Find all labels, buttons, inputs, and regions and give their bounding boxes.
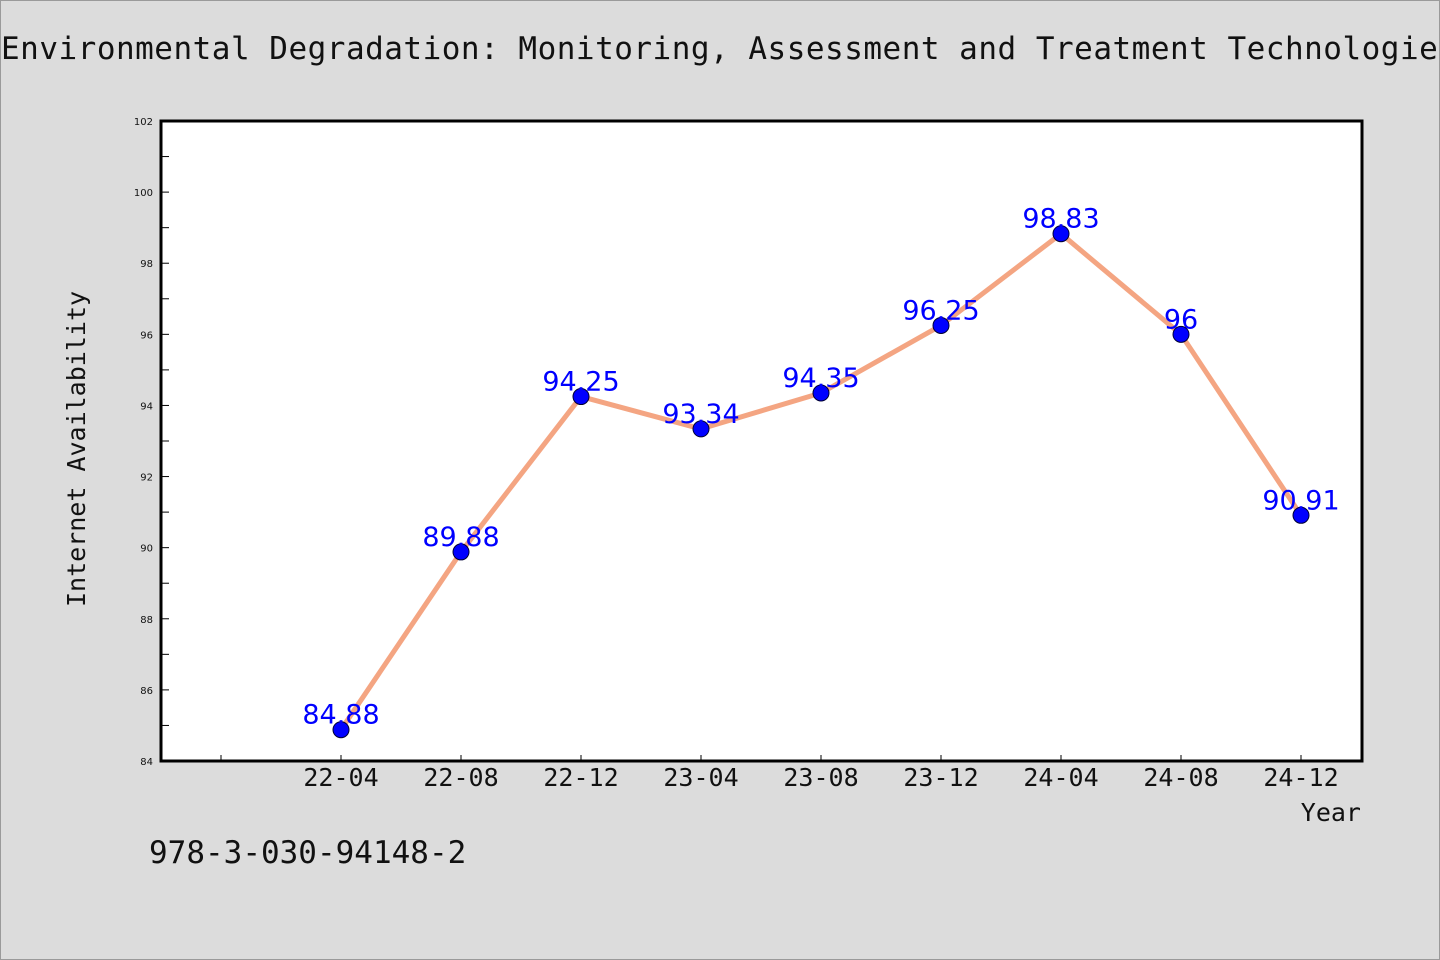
data-label: 94.35 — [782, 363, 859, 394]
data-label: 98.83 — [1022, 204, 1099, 235]
data-point — [572, 388, 590, 406]
y-tick-label: 100 — [134, 188, 153, 199]
data-point — [692, 420, 710, 438]
chart-title: Environmental Degradation: Monitoring, A… — [1, 31, 1440, 67]
y-tick-label: 92 — [140, 473, 153, 484]
data-label: 89.88 — [422, 522, 499, 553]
data-point — [932, 316, 950, 334]
x-tick-label: 22-12 — [543, 763, 618, 792]
y-tick-label: 96 — [140, 330, 153, 341]
data-labels-layer: 84.88 89.88 94.25 93.34 94.35 96.25 98.83 96 90.… — [302, 204, 1339, 731]
x-tick-label: 23-12 — [903, 763, 978, 792]
x-tick-label: 22-04 — [303, 763, 378, 792]
data-label: 96 — [1164, 304, 1198, 335]
data-point — [452, 543, 470, 561]
data-label: 84.88 — [302, 700, 379, 731]
x-tick-label: 24-08 — [1143, 763, 1218, 792]
x-tick-label: 22-08 — [423, 763, 498, 792]
x-tick-label: 24-12 — [1263, 763, 1338, 792]
data-label: 93.34 — [662, 399, 739, 430]
data-label: 94.25 — [542, 367, 619, 398]
data-point — [1292, 506, 1310, 524]
isbn-text: 978-3-030-94148-2 — [149, 835, 467, 871]
x-tick-label: 23-08 — [783, 763, 858, 792]
plot-frame — [159, 119, 1364, 763]
x-tick-label: 23-04 — [663, 763, 738, 792]
data-label: 90.91 — [1262, 485, 1339, 516]
data-point — [1052, 225, 1070, 243]
x-axis-label: Year — [1301, 798, 1361, 827]
x-axis-ticks: 22-04 22-08 22-12 23-04 23-08 23-12 24-04 24-08… — [220, 755, 1339, 792]
y-tick-label: 102 — [134, 117, 153, 128]
y-axis-label: Internet Availability — [62, 291, 91, 607]
series-layer — [332, 225, 1310, 739]
data-point — [812, 384, 830, 402]
x-tick-label: 24-04 — [1023, 763, 1098, 792]
data-point — [1172, 325, 1190, 343]
y-tick-label: 90 — [140, 544, 153, 555]
y-tick-label: 84 — [140, 757, 153, 768]
y-tick-label: 94 — [140, 401, 153, 412]
y-tick-label: 86 — [140, 686, 153, 697]
plot-area — [161, 121, 1362, 761]
y-tick-label: 98 — [140, 259, 153, 270]
y-tick-label: 88 — [140, 615, 153, 626]
data-point — [332, 721, 350, 739]
data-label: 96.25 — [902, 295, 979, 326]
